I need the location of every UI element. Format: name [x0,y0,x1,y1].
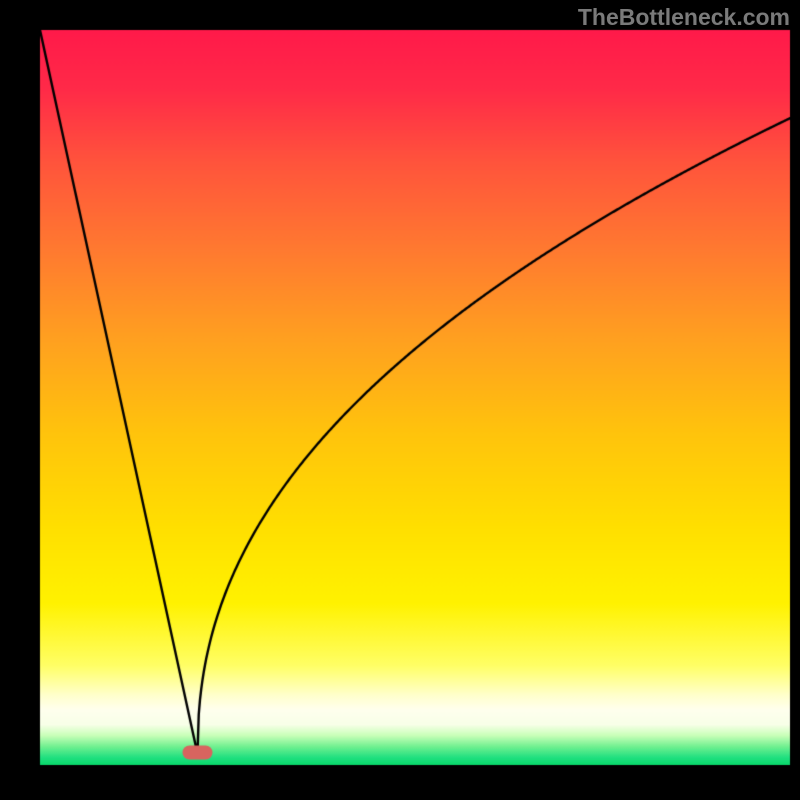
chart-container: TheBottleneck.com [0,0,800,800]
bottleneck-chart-canvas [0,0,800,800]
